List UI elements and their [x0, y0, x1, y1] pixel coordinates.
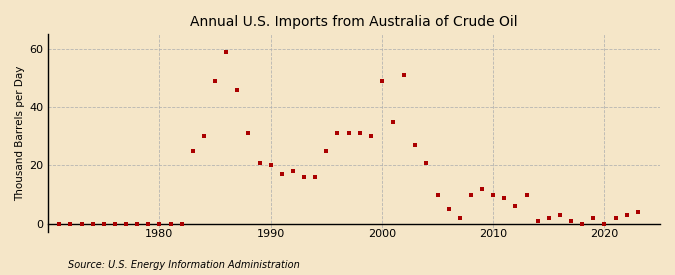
Point — [99, 222, 109, 226]
Point — [87, 222, 98, 226]
Point — [488, 192, 499, 197]
Point — [276, 172, 287, 176]
Point — [121, 222, 132, 226]
Point — [410, 143, 421, 147]
Point — [554, 213, 565, 217]
Point — [198, 134, 209, 139]
Title: Annual U.S. Imports from Australia of Crude Oil: Annual U.S. Imports from Australia of Cr… — [190, 15, 518, 29]
Point — [599, 222, 610, 226]
Point — [188, 149, 198, 153]
Point — [332, 131, 343, 136]
Point — [543, 216, 554, 220]
Point — [521, 192, 532, 197]
Point — [566, 219, 576, 223]
Point — [176, 222, 187, 226]
Point — [165, 222, 176, 226]
Point — [365, 134, 376, 139]
Point — [343, 131, 354, 136]
Y-axis label: Thousand Barrels per Day: Thousand Barrels per Day — [15, 66, 25, 201]
Point — [399, 73, 410, 77]
Point — [254, 160, 265, 165]
Point — [377, 79, 387, 83]
Point — [232, 87, 243, 92]
Point — [466, 192, 477, 197]
Point — [454, 216, 465, 220]
Point — [354, 131, 365, 136]
Point — [632, 210, 643, 214]
Text: Source: U.S. Energy Information Administration: Source: U.S. Energy Information Administ… — [68, 260, 299, 270]
Point — [298, 175, 309, 179]
Point — [432, 192, 443, 197]
Point — [321, 149, 331, 153]
Point — [210, 79, 221, 83]
Point — [610, 216, 621, 220]
Point — [76, 222, 87, 226]
Point — [265, 163, 276, 168]
Point — [443, 207, 454, 211]
Point — [154, 222, 165, 226]
Point — [65, 222, 76, 226]
Point — [310, 175, 321, 179]
Point — [143, 222, 154, 226]
Point — [54, 222, 65, 226]
Point — [499, 195, 510, 200]
Point — [243, 131, 254, 136]
Point — [421, 160, 432, 165]
Point — [621, 213, 632, 217]
Point — [532, 219, 543, 223]
Point — [477, 186, 487, 191]
Point — [387, 120, 398, 124]
Point — [510, 204, 521, 208]
Point — [576, 222, 587, 226]
Point — [588, 216, 599, 220]
Point — [221, 50, 232, 54]
Point — [132, 222, 142, 226]
Point — [288, 169, 298, 174]
Point — [109, 222, 120, 226]
